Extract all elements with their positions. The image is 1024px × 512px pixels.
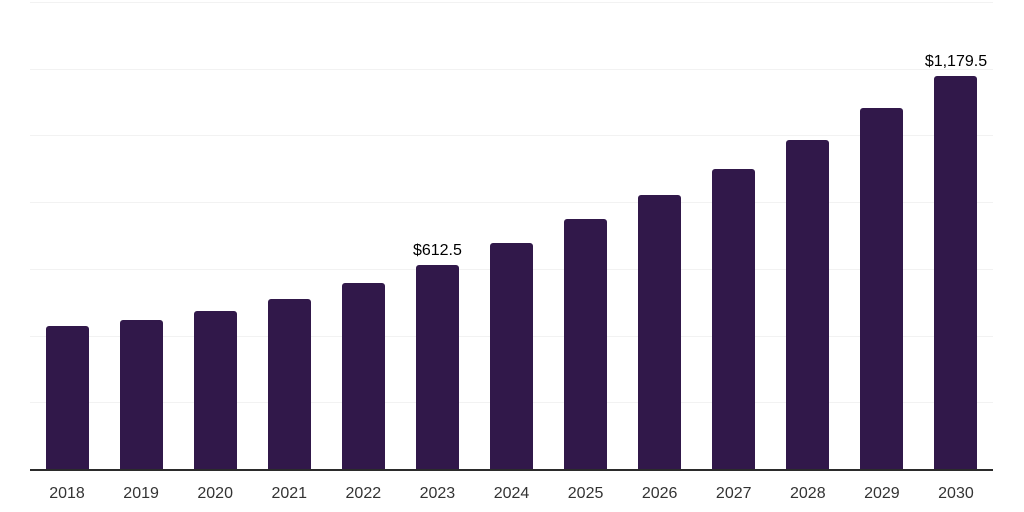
x-tick-label-2020: 2020 [197, 485, 233, 502]
bar-2028 [786, 139, 830, 469]
bar-2018 [45, 326, 89, 469]
bar-2030 [934, 75, 978, 469]
bar-2020 [193, 311, 237, 469]
x-tick-label-2029: 2029 [864, 485, 900, 502]
x-tick-label-2028: 2028 [790, 485, 826, 502]
gridline-800 [30, 202, 993, 204]
x-tick-label-2024: 2024 [493, 485, 530, 502]
bar-2025 [564, 219, 608, 469]
x-tick-label-2019: 2019 [123, 485, 159, 502]
data-label-2023: $612.5 [412, 241, 462, 259]
gridline-1200 [30, 68, 993, 70]
x-tick-label-2025: 2025 [567, 485, 604, 502]
bar-2023 [415, 264, 459, 469]
x-tick-label-2022: 2022 [345, 485, 382, 502]
x-axis-line [30, 469, 993, 471]
x-tick-label-2026: 2026 [641, 485, 678, 502]
data-label-2030: $1,179.5 [924, 52, 988, 70]
bar-2021 [267, 298, 311, 469]
x-tick-label-2021: 2021 [271, 485, 308, 502]
x-tick-label-2027: 2027 [715, 485, 752, 502]
bar-2029 [860, 108, 904, 469]
bar-2027 [712, 168, 756, 469]
x-tick-label-2030: 2030 [938, 485, 974, 502]
gridline-1400 [30, 2, 993, 3]
gridline-1000 [30, 135, 993, 137]
bar-2022 [341, 283, 385, 469]
x-tick-label-2018: 2018 [49, 485, 85, 502]
bar-2024 [490, 243, 533, 469]
bar-2019 [119, 320, 163, 469]
bar-2026 [638, 195, 682, 469]
x-tick-label-2023: 2023 [419, 485, 456, 502]
